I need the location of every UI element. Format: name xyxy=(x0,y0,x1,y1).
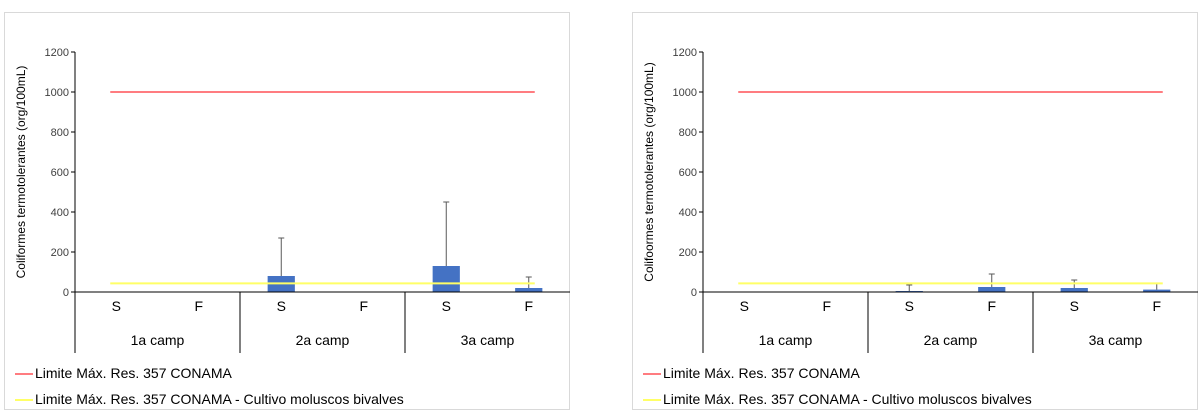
legend-swatch-yellow xyxy=(643,399,661,402)
y-tick-label: 800 xyxy=(679,127,697,139)
legend-item-yellow: Limite Máx. Res. 357 CONAMA - Cultivo mo… xyxy=(15,391,404,407)
x-category-label: S xyxy=(1070,298,1079,314)
y-tick-label: 200 xyxy=(51,247,69,259)
y-tick-label: 0 xyxy=(691,287,697,299)
x-category-label: S xyxy=(442,298,451,314)
x-group-label: 3a camp xyxy=(1089,332,1143,348)
y-tick-label: 200 xyxy=(679,247,697,259)
x-category-label: F xyxy=(194,298,203,314)
legend-item-yellow: Limite Máx. Res. 357 CONAMA - Cultivo mo… xyxy=(643,391,1032,407)
y-tick-label: 1200 xyxy=(673,47,697,59)
y-axis-label: Coliformes termotolerantes (org/100mL) xyxy=(14,66,28,279)
bar xyxy=(978,287,1006,292)
legend-label: Limite Máx. Res. 357 CONAMA xyxy=(35,365,232,381)
legend-item-red: Limite Máx. Res. 357 CONAMA xyxy=(643,365,860,381)
x-group-label: 2a camp xyxy=(924,332,978,348)
bar xyxy=(515,288,543,292)
y-tick-label: 600 xyxy=(679,167,697,179)
bar xyxy=(1143,289,1171,292)
bar xyxy=(1060,288,1088,292)
x-category-label: F xyxy=(822,298,831,314)
y-axis-label: Colifoormes termotolerantes (org/100mL) xyxy=(642,62,656,281)
y-tick-label: 0 xyxy=(63,287,69,299)
legend-item-red: Limite Máx. Res. 357 CONAMA xyxy=(15,365,232,381)
x-category-label: F xyxy=(987,298,996,314)
x-group-label: 1a camp xyxy=(131,332,185,348)
legend-swatch-red xyxy=(15,373,33,376)
y-tick-label: 1000 xyxy=(45,87,69,99)
legend-swatch-red xyxy=(643,373,661,376)
x-category-label: S xyxy=(740,298,749,314)
bar xyxy=(432,266,460,292)
y-tick-label: 400 xyxy=(679,207,697,219)
x-group-label: 2a camp xyxy=(296,332,350,348)
y-tick-label: 400 xyxy=(51,207,69,219)
x-group-label: 1a camp xyxy=(759,332,813,348)
legend-swatch-yellow xyxy=(15,399,33,402)
chart-panel-left: 0 200 400 600 800 1000 1200 Coliformes termotol… xyxy=(4,12,570,410)
x-category-label: F xyxy=(1152,298,1161,314)
legend-label: Limite Máx. Res. 357 CONAMA - Cultivo mo… xyxy=(35,391,404,407)
chart-left-svg: 0 200 400 600 800 1000 1200 Coliformes termotol… xyxy=(14,47,570,353)
legend-label: Limite Máx. Res. 357 CONAMA - Cultivo mo… xyxy=(663,391,1032,407)
legend-label: Limite Máx. Res. 357 CONAMA xyxy=(663,365,860,381)
y-tick-label: 1200 xyxy=(45,47,69,59)
chart-panel-right: 0 200 400 600 800 1000 1200 Colifoormes termoto… xyxy=(632,12,1198,410)
x-category-label: S xyxy=(277,298,286,314)
chart-right-svg: 0 200 400 600 800 1000 1200 Colifoormes termoto… xyxy=(642,47,1198,353)
y-tick-label: 600 xyxy=(51,167,69,179)
x-category-label: S xyxy=(112,298,121,314)
y-tick-label: 800 xyxy=(51,127,69,139)
x-category-label: S xyxy=(905,298,914,314)
x-category-label: F xyxy=(524,298,533,314)
x-category-label: F xyxy=(359,298,368,314)
y-tick-label: 1000 xyxy=(673,87,697,99)
x-group-label: 3a camp xyxy=(461,332,515,348)
